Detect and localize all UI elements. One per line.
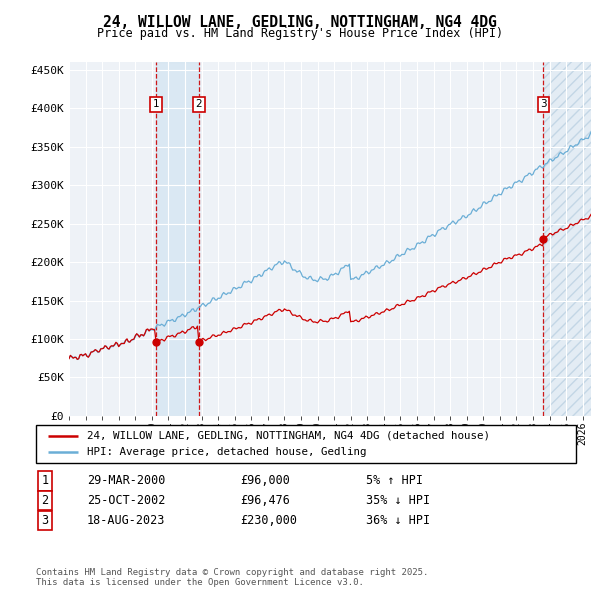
Text: £96,476: £96,476 bbox=[240, 494, 290, 507]
Text: £96,000: £96,000 bbox=[240, 474, 290, 487]
Text: 18-AUG-2023: 18-AUG-2023 bbox=[87, 514, 166, 527]
Point bbox=[539, 234, 548, 244]
Text: Contains HM Land Registry data © Crown copyright and database right 2025.
This d: Contains HM Land Registry data © Crown c… bbox=[36, 568, 428, 587]
Text: 3: 3 bbox=[540, 99, 547, 109]
Text: 24, WILLOW LANE, GEDLING, NOTTINGHAM, NG4 4DG (detached house): 24, WILLOW LANE, GEDLING, NOTTINGHAM, NG… bbox=[87, 431, 490, 441]
Text: 3: 3 bbox=[41, 514, 49, 527]
Text: 2: 2 bbox=[41, 494, 49, 507]
Text: HPI: Average price, detached house, Gedling: HPI: Average price, detached house, Gedl… bbox=[87, 447, 367, 457]
Point bbox=[194, 337, 203, 346]
Text: 5% ↑ HPI: 5% ↑ HPI bbox=[366, 474, 423, 487]
Text: 36% ↓ HPI: 36% ↓ HPI bbox=[366, 514, 430, 527]
Text: 29-MAR-2000: 29-MAR-2000 bbox=[87, 474, 166, 487]
Text: 24, WILLOW LANE, GEDLING, NOTTINGHAM, NG4 4DG: 24, WILLOW LANE, GEDLING, NOTTINGHAM, NG… bbox=[103, 15, 497, 30]
Bar bbox=[544, 62, 591, 416]
Text: Price paid vs. HM Land Registry's House Price Index (HPI): Price paid vs. HM Land Registry's House … bbox=[97, 27, 503, 40]
Text: 1: 1 bbox=[41, 474, 49, 487]
Text: £230,000: £230,000 bbox=[240, 514, 297, 527]
Text: 2: 2 bbox=[195, 99, 202, 109]
Text: 1: 1 bbox=[152, 99, 159, 109]
Text: 35% ↓ HPI: 35% ↓ HPI bbox=[366, 494, 430, 507]
Point bbox=[151, 337, 161, 347]
Bar bbox=[156, 62, 199, 416]
Text: 25-OCT-2002: 25-OCT-2002 bbox=[87, 494, 166, 507]
